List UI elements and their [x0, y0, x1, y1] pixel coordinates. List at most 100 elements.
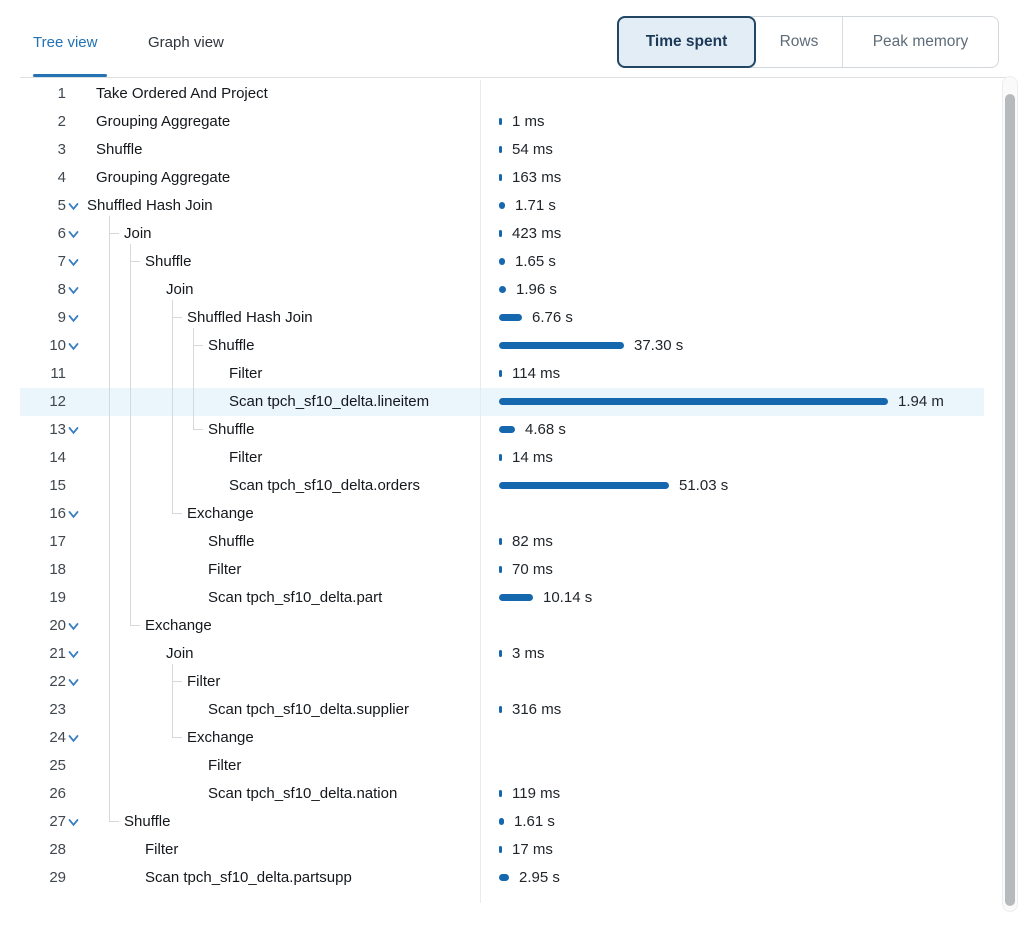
row-number: 27 [49, 813, 66, 830]
time-value: 82 ms [512, 533, 553, 550]
time-bar [499, 594, 533, 601]
chevron-down-icon[interactable] [67, 816, 80, 829]
chevron-down-icon[interactable] [67, 256, 80, 269]
row-number: 14 [49, 449, 66, 466]
tree-row-1[interactable]: 1 Take Ordered And Project [0, 80, 1000, 108]
chevron-down-icon[interactable] [67, 732, 80, 745]
operator-name: Shuffled Hash Join [87, 197, 213, 214]
row-number: 5 [57, 197, 66, 214]
tree-connector-line [172, 300, 173, 514]
tree-row-11[interactable]: 11 Filter 114 ms [0, 360, 1000, 388]
tree-row-5[interactable]: 5 Shuffled Hash Join 1.71 s [0, 192, 1000, 220]
tree-row-29[interactable]: 29 Scan tpch_sf10_delta.partsupp 2.95 s [0, 864, 1000, 892]
time-value: 2.95 s [519, 869, 560, 886]
tree-row-3[interactable]: 3 Shuffle 54 ms [0, 136, 1000, 164]
tree-connector-line [193, 328, 194, 430]
chevron-down-icon[interactable] [67, 620, 80, 633]
tree-row-13[interactable]: 13 Shuffle 4.68 s [0, 416, 1000, 444]
row-number: 19 [49, 589, 66, 606]
chevron-down-icon[interactable] [67, 312, 80, 325]
chevron-down-icon[interactable] [67, 200, 80, 213]
time-value: 119 ms [512, 785, 561, 802]
row-number: 22 [49, 673, 66, 690]
time-bar [499, 342, 624, 349]
time-value: 1.96 s [516, 281, 557, 298]
column-divider [480, 80, 481, 903]
time-bar [499, 538, 502, 545]
plan-tree: 1 Take Ordered And Project 2 Grouping Aggre… [0, 80, 1024, 892]
chevron-down-icon[interactable] [67, 228, 80, 241]
time-value: 3 ms [512, 645, 545, 662]
time-value: 14 ms [512, 449, 553, 466]
time-bar [499, 370, 502, 377]
tree-row-21[interactable]: 21 Join 3 ms [0, 640, 1000, 668]
scrollbar-track[interactable] [1002, 76, 1018, 912]
tree-row-9[interactable]: 9 Shuffled Hash Join 6.76 s [0, 304, 1000, 332]
tree-row-15[interactable]: 15 Scan tpch_sf10_delta.orders 51.03 s [0, 472, 1000, 500]
time-value: 10.14 s [543, 589, 593, 606]
tree-row-17[interactable]: 17 Shuffle 82 ms [0, 528, 1000, 556]
chevron-down-icon[interactable] [67, 284, 80, 297]
tree-row-2[interactable]: 2 Grouping Aggregate 1 ms [0, 108, 1000, 136]
tree-row-24[interactable]: 24 Exchange [0, 724, 1000, 752]
row-number: 20 [49, 617, 66, 634]
chevron-down-icon[interactable] [67, 508, 80, 521]
time-value: 6.76 s [532, 309, 573, 326]
time-bar [499, 818, 504, 825]
tree-row-19[interactable]: 19 Scan tpch_sf10_delta.part 10.14 s [0, 584, 1000, 612]
tab-tree-view[interactable]: Tree view [33, 34, 98, 51]
tree-row-14[interactable]: 14 Filter 14 ms [0, 444, 1000, 472]
toggle-rows[interactable]: Rows [756, 17, 842, 67]
tab-graph-view[interactable]: Graph view [148, 34, 224, 51]
operator-name: Take Ordered And Project [96, 85, 268, 102]
toggle-peak-memory[interactable]: Peak memory [842, 17, 998, 67]
header-divider [20, 77, 1006, 78]
chevron-down-icon[interactable] [67, 676, 80, 689]
tree-row-27[interactable]: 27 Shuffle 1.61 s [0, 808, 1000, 836]
tree-row-25[interactable]: 25 Filter [0, 752, 1000, 780]
tree-row-4[interactable]: 4 Grouping Aggregate 163 ms [0, 164, 1000, 192]
tree-row-20[interactable]: 20 Exchange [0, 612, 1000, 640]
tree-row-6[interactable]: 6 Join 423 ms [0, 220, 1000, 248]
operator-name: Shuffle [145, 253, 192, 270]
chevron-down-icon[interactable] [67, 340, 80, 353]
time-value: 1.61 s [514, 813, 555, 830]
tree-row-18[interactable]: 18 Filter 70 ms [0, 556, 1000, 584]
chevron-down-icon[interactable] [67, 424, 80, 437]
tree-connector-elbow [172, 513, 182, 514]
time-value: 423 ms [512, 225, 562, 242]
row-number: 21 [49, 645, 66, 662]
tree-row-12[interactable]: 12 Scan tpch_sf10_delta.lineitem 1.94 m [0, 388, 1000, 416]
tree-row-26[interactable]: 26 Scan tpch_sf10_delta.nation 119 ms [0, 780, 1000, 808]
tree-connector-elbow [172, 681, 182, 682]
operator-name: Scan tpch_sf10_delta.nation [208, 785, 398, 802]
tree-row-16[interactable]: 16 Exchange [0, 500, 1000, 528]
tree-row-22[interactable]: 22 Filter [0, 668, 1000, 696]
toggle-time-spent[interactable]: Time spent [617, 16, 756, 68]
operator-name: Join [124, 225, 152, 242]
operator-name: Shuffle [208, 337, 255, 354]
time-bar [499, 482, 669, 489]
time-value: 4.68 s [525, 421, 566, 438]
time-value: 1.65 s [515, 253, 556, 270]
time-bar [499, 454, 502, 461]
time-value: 54 ms [512, 141, 553, 158]
time-value: 51.03 s [679, 477, 729, 494]
time-value: 163 ms [512, 169, 562, 186]
tree-row-28[interactable]: 28 Filter 17 ms [0, 836, 1000, 864]
operator-name: Shuffled Hash Join [187, 309, 313, 326]
tree-row-8[interactable]: 8 Join 1.96 s [0, 276, 1000, 304]
operator-name: Filter [208, 757, 242, 774]
scrollbar-thumb[interactable] [1005, 94, 1015, 906]
tree-row-7[interactable]: 7 Shuffle 1.65 s [0, 248, 1000, 276]
operator-name: Exchange [187, 729, 254, 746]
chevron-down-icon[interactable] [67, 648, 80, 661]
time-bar [499, 202, 505, 209]
time-value: 70 ms [512, 561, 553, 578]
tree-connector-elbow [172, 737, 182, 738]
tree-row-23[interactable]: 23 Scan tpch_sf10_delta.supplier 316 ms [0, 696, 1000, 724]
operator-name: Shuffle [96, 141, 143, 158]
tree-row-10[interactable]: 10 Shuffle 37.30 s [0, 332, 1000, 360]
time-bar [499, 174, 502, 181]
row-number: 8 [57, 281, 66, 298]
